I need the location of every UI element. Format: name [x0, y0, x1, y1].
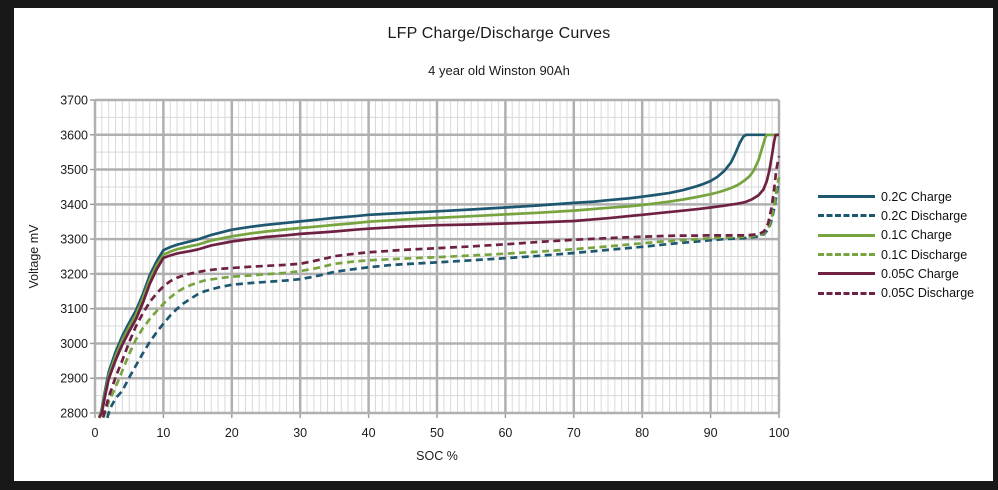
y-tick-label: 3500 [60, 163, 88, 177]
legend-label: 0.2C Discharge [881, 208, 968, 223]
series-line-0-2c-charge [98, 133, 779, 418]
x-tick-label: 20 [225, 426, 239, 440]
x-tick-label: 80 [635, 426, 649, 440]
y-axis-title: Voltage mV [27, 224, 41, 289]
x-tick-label: 60 [498, 426, 512, 440]
y-tick-label: 3200 [60, 267, 88, 281]
y-tick-label: 2900 [60, 372, 88, 386]
legend-line-swatch [818, 272, 875, 276]
legend-line-swatch [818, 291, 875, 295]
legend-line-swatch [818, 214, 875, 218]
series-line-0-1c-charge [97, 133, 779, 418]
chart-subtitle: 4 year old Winston 90Ah [428, 63, 570, 78]
y-tick-label: 3700 [60, 94, 88, 108]
legend-item: 0.05C Charge [818, 264, 974, 283]
series-line-0-05c-discharge [101, 156, 781, 418]
x-tick-label: 0 [92, 426, 99, 440]
legend-item: 0.2C Charge [818, 187, 974, 206]
y-tick-label: 2800 [60, 407, 88, 421]
legend-item: 0.2C Discharge [818, 206, 974, 225]
legend-item: 0.1C Discharge [818, 245, 974, 264]
legend-label: 0.1C Charge [881, 228, 952, 243]
y-tick-label: 3600 [60, 128, 88, 142]
legend-label: 0.05C Charge [881, 266, 959, 281]
y-tick-label: 3300 [60, 233, 88, 247]
legend-item: 0.05C Discharge [818, 283, 974, 302]
legend-line-swatch [818, 253, 875, 257]
x-tick-label: 30 [293, 426, 307, 440]
series-line-0-2c-discharge [106, 181, 781, 419]
series-line-0-1c-discharge [101, 176, 781, 419]
x-tick-label: 10 [156, 426, 170, 440]
legend-label: 0.1C Discharge [881, 247, 968, 262]
y-tick-label: 3100 [60, 302, 88, 316]
legend: 0.2C Charge 0.2C Discharge 0.1C Charge 0.1C… [818, 187, 974, 303]
x-axis-title: SOC % [416, 449, 458, 463]
legend-line-swatch [818, 233, 875, 237]
y-tick-label: 3000 [60, 337, 88, 351]
chart-title: LFP Charge/Discharge Curves [387, 25, 611, 42]
legend-line-swatch [818, 195, 875, 199]
series-line-0-05c-charge [97, 133, 779, 419]
x-tick-label: 90 [704, 426, 718, 440]
legend-label: 0.2C Charge [881, 189, 952, 204]
x-tick-label: 50 [430, 426, 444, 440]
legend-item: 0.1C Charge [818, 226, 974, 245]
x-tick-label: 40 [362, 426, 376, 440]
x-tick-label: 100 [769, 426, 790, 440]
y-tick-label: 3400 [60, 198, 88, 212]
x-tick-label: 70 [567, 426, 581, 440]
legend-label: 0.05C Discharge [881, 286, 975, 301]
